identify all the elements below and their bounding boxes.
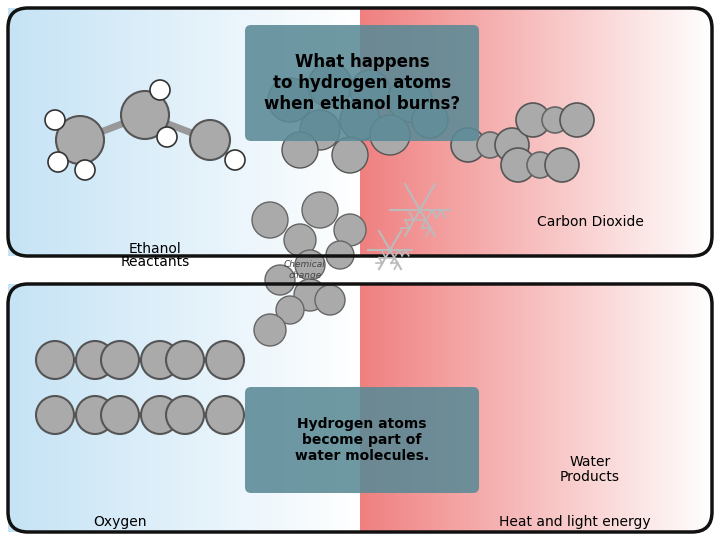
Circle shape xyxy=(45,110,65,130)
Circle shape xyxy=(252,202,288,238)
Circle shape xyxy=(542,107,568,133)
Circle shape xyxy=(225,150,245,170)
Text: Products: Products xyxy=(560,470,620,484)
Circle shape xyxy=(560,103,594,137)
FancyBboxPatch shape xyxy=(245,387,479,493)
Circle shape xyxy=(516,103,550,137)
Circle shape xyxy=(141,341,179,379)
Circle shape xyxy=(206,341,244,379)
Circle shape xyxy=(545,148,579,182)
Circle shape xyxy=(75,160,95,180)
Circle shape xyxy=(370,115,410,155)
Circle shape xyxy=(295,250,325,280)
Circle shape xyxy=(300,110,340,150)
Text: Heat and light energy: Heat and light energy xyxy=(499,515,651,529)
Circle shape xyxy=(141,396,179,434)
Circle shape xyxy=(76,396,114,434)
Circle shape xyxy=(190,120,230,160)
Circle shape xyxy=(56,116,104,164)
Circle shape xyxy=(477,132,503,158)
Circle shape xyxy=(527,152,553,178)
Text: Hydrogen atoms
become part of
water molecules.: Hydrogen atoms become part of water mole… xyxy=(295,417,429,463)
Circle shape xyxy=(495,128,529,162)
Circle shape xyxy=(101,396,139,434)
Circle shape xyxy=(206,396,244,434)
Circle shape xyxy=(254,314,286,346)
Text: What happens
to hydrogen atoms
when ethanol burns?: What happens to hydrogen atoms when etha… xyxy=(264,53,460,113)
Circle shape xyxy=(48,152,68,172)
Circle shape xyxy=(412,102,448,138)
Text: Ethanol: Ethanol xyxy=(129,242,181,256)
Circle shape xyxy=(294,279,326,311)
Circle shape xyxy=(388,78,432,122)
Circle shape xyxy=(36,396,74,434)
Circle shape xyxy=(157,127,177,147)
Circle shape xyxy=(36,341,74,379)
Circle shape xyxy=(121,91,169,139)
Text: Chemical
change: Chemical change xyxy=(284,260,326,280)
Circle shape xyxy=(308,63,352,107)
Circle shape xyxy=(150,80,170,100)
Circle shape xyxy=(332,137,368,173)
Circle shape xyxy=(265,265,295,295)
Circle shape xyxy=(350,70,390,110)
Circle shape xyxy=(282,132,318,168)
Circle shape xyxy=(284,224,316,256)
Circle shape xyxy=(276,296,304,324)
Text: Water: Water xyxy=(570,455,611,469)
Text: Carbon Dioxide: Carbon Dioxide xyxy=(536,215,644,229)
FancyBboxPatch shape xyxy=(245,25,479,141)
Circle shape xyxy=(501,148,535,182)
Circle shape xyxy=(334,214,366,246)
Circle shape xyxy=(268,78,312,122)
Circle shape xyxy=(340,100,380,140)
Circle shape xyxy=(166,396,204,434)
Text: Oxygen: Oxygen xyxy=(94,515,147,529)
Circle shape xyxy=(451,128,485,162)
Circle shape xyxy=(76,341,114,379)
Circle shape xyxy=(326,241,354,269)
Circle shape xyxy=(302,192,338,228)
Circle shape xyxy=(166,341,204,379)
Circle shape xyxy=(315,285,345,315)
Text: Reactants: Reactants xyxy=(120,255,189,269)
Circle shape xyxy=(101,341,139,379)
